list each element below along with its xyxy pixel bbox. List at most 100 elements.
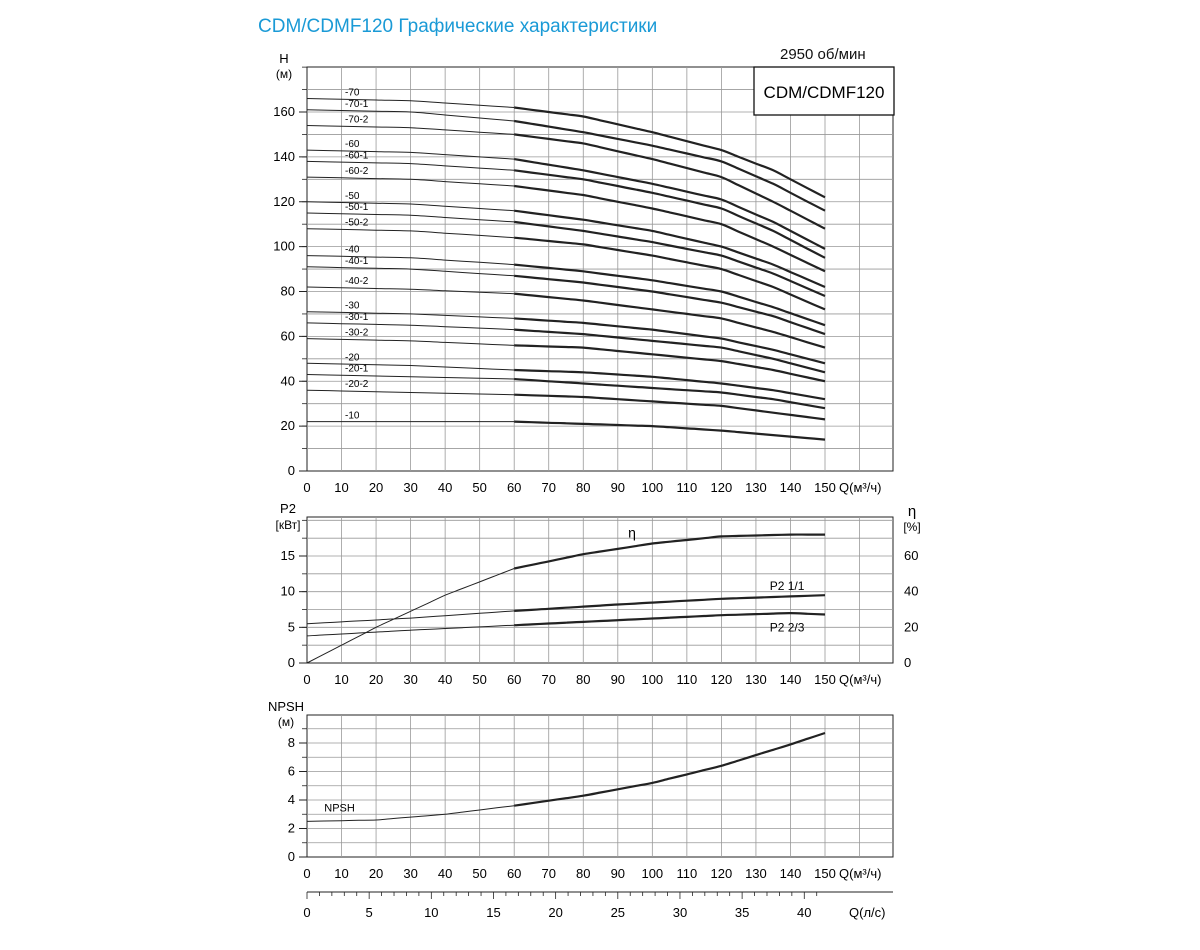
curve-thin-P2 2/3 bbox=[306, 624, 515, 637]
x2-axis-label: Q(л/с) bbox=[849, 905, 885, 920]
y-axis-label: NPSH bbox=[268, 699, 304, 714]
x-tick-label: 110 bbox=[676, 866, 697, 881]
head-curve-thin--70-1 bbox=[306, 109, 515, 122]
model-box: CDM/CDMF120 bbox=[753, 66, 895, 116]
x2-tick-label: 30 bbox=[673, 905, 687, 920]
head-curve--10 bbox=[514, 420, 826, 441]
series-label: -50-2 bbox=[345, 218, 369, 229]
series-label: -40 bbox=[345, 245, 360, 256]
head-curve-thin--20-1 bbox=[306, 374, 515, 380]
y2-tick-label: 60 bbox=[904, 548, 918, 563]
x-tick-label: 130 bbox=[745, 672, 767, 687]
head-chart: 0 10 20 30 40 50 60 70 80 90 100 110 120 130 140 150 Q(м… bbox=[273, 51, 894, 495]
series-label: -50-1 bbox=[345, 202, 369, 213]
x-tick-label: 150 bbox=[814, 672, 836, 687]
x-tick-label: 80 bbox=[576, 866, 590, 881]
y-tick-label: 4 bbox=[288, 792, 295, 807]
series-label: -70-2 bbox=[345, 114, 369, 125]
series-label: -50 bbox=[345, 191, 360, 202]
y-tick-label: 8 bbox=[288, 735, 295, 750]
series-label: -20-1 bbox=[345, 364, 369, 375]
head-curve--40 bbox=[514, 263, 826, 327]
curve-thin-η bbox=[306, 568, 515, 664]
head-curve--50 bbox=[514, 209, 826, 289]
x2-tick-label: 5 bbox=[366, 905, 373, 920]
y-tick-label: 6 bbox=[288, 764, 295, 779]
x-tick-label: 0 bbox=[303, 480, 310, 495]
series-label: -30 bbox=[345, 301, 360, 312]
y-tick-label: 20 bbox=[281, 418, 295, 433]
x2-tick-label: 40 bbox=[797, 905, 811, 920]
head-curve--50-1 bbox=[514, 220, 826, 298]
series-label: -10 bbox=[345, 411, 360, 422]
head-curve--40-2 bbox=[514, 292, 826, 349]
head-curve-thin--50-2 bbox=[306, 228, 515, 239]
x-tick-label: 80 bbox=[576, 672, 590, 687]
y2-axis-label: η bbox=[908, 503, 916, 520]
x-tick-label: 20 bbox=[369, 480, 383, 495]
x-tick-label: 120 bbox=[711, 866, 733, 881]
y-tick-label: 60 bbox=[281, 328, 295, 343]
x2-tick-label: 35 bbox=[735, 905, 749, 920]
x-tick-label: 10 bbox=[334, 672, 348, 687]
series-label: -60-1 bbox=[345, 150, 369, 161]
head-curve--20-1 bbox=[514, 377, 826, 410]
x-tick-label: 140 bbox=[780, 672, 802, 687]
head-curve--60-2 bbox=[514, 184, 826, 273]
x-tick-label: 0 bbox=[303, 672, 310, 687]
x-tick-label: 130 bbox=[745, 866, 767, 881]
y2-axis-unit: [%] bbox=[903, 520, 920, 534]
head-curve--70 bbox=[514, 106, 826, 199]
head-curve-thin--50-1 bbox=[306, 212, 515, 223]
head-curve-thin--70 bbox=[306, 98, 515, 108]
x-tick-label: 20 bbox=[369, 672, 383, 687]
y-tick-label: 15 bbox=[281, 548, 295, 563]
x-tick-label: 90 bbox=[611, 866, 625, 881]
head-curve-thin--50 bbox=[306, 201, 515, 212]
x2-tick-label: 15 bbox=[486, 905, 500, 920]
model-box-label: CDM/CDMF120 bbox=[764, 83, 885, 102]
curve-thin-P2 1/1 bbox=[306, 610, 515, 625]
x-tick-label: 60 bbox=[507, 672, 521, 687]
x-tick-label: 50 bbox=[472, 672, 486, 687]
head-curve-thin--60-2 bbox=[306, 176, 515, 187]
x-tick-label: 80 bbox=[576, 480, 590, 495]
series-label: -70 bbox=[345, 88, 360, 99]
y-tick-label: 5 bbox=[288, 619, 295, 634]
series-label-eta: η bbox=[628, 524, 636, 540]
x-tick-label: 130 bbox=[745, 480, 767, 495]
head-curve--40-1 bbox=[514, 274, 826, 336]
x-tick-label: 30 bbox=[403, 866, 417, 881]
head-curve--30-2 bbox=[514, 344, 826, 383]
x2-tick-label: 20 bbox=[548, 905, 562, 920]
x2-tick-label: 10 bbox=[424, 905, 438, 920]
head-curve-thin--40 bbox=[306, 255, 515, 266]
series-label: -70-1 bbox=[345, 99, 369, 110]
series-label: -20-2 bbox=[345, 379, 369, 390]
head-curve--20-2 bbox=[514, 393, 826, 421]
head-curve--20 bbox=[514, 368, 826, 401]
head-curve--30 bbox=[514, 317, 826, 365]
x-tick-label: 90 bbox=[611, 480, 625, 495]
y-tick-label: 0 bbox=[288, 849, 295, 864]
y-axis-unit: [кВт] bbox=[275, 518, 300, 532]
y-tick-label: 100 bbox=[273, 239, 295, 254]
head-curve-thin--20 bbox=[306, 362, 515, 371]
head-curve--50-2 bbox=[514, 236, 826, 311]
head-curve-thin--20-2 bbox=[306, 389, 515, 396]
page-title: CDM/CDMF120 Графические характеристики bbox=[258, 16, 658, 37]
head-curve--60 bbox=[514, 158, 826, 250]
series-label: -60-2 bbox=[345, 166, 369, 177]
head-curve-thin--60-1 bbox=[306, 160, 515, 171]
x-tick-label: 100 bbox=[641, 866, 663, 881]
head-curve--70-1 bbox=[514, 119, 826, 212]
x-tick-label: 40 bbox=[438, 480, 452, 495]
y-tick-label: 2 bbox=[288, 821, 295, 836]
y-tick-label: 160 bbox=[273, 104, 295, 119]
head-curve-thin--30-2 bbox=[306, 338, 515, 346]
y-tick-label: 0 bbox=[288, 463, 295, 478]
series-label-p2-full: P2 1/1 bbox=[770, 579, 805, 593]
x-tick-label: 150 bbox=[814, 480, 836, 495]
y2-tick-label: 20 bbox=[904, 619, 918, 634]
plot-frame bbox=[306, 516, 894, 664]
